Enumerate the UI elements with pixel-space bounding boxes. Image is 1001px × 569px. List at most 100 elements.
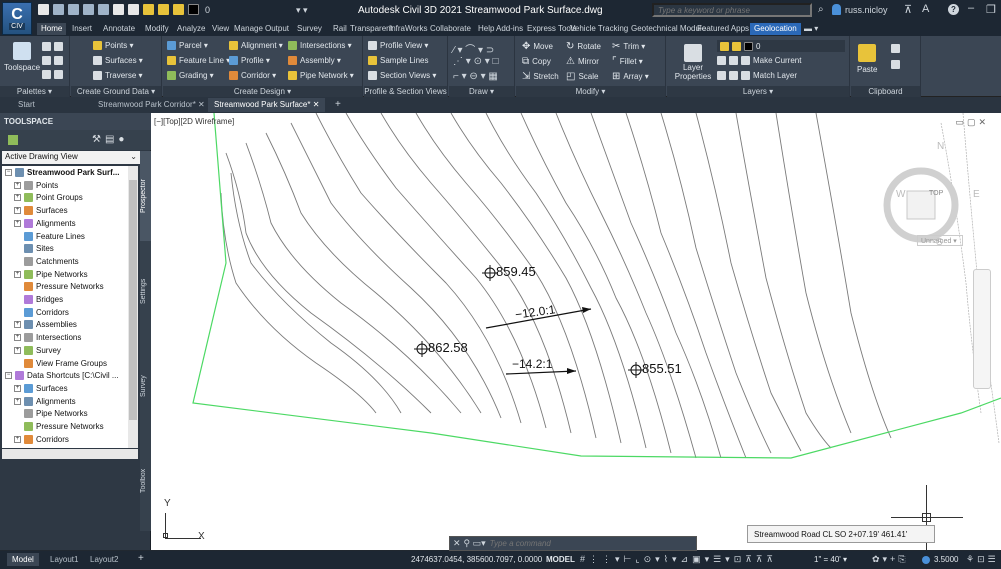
expand-icon[interactable]: + — [14, 270, 21, 278]
draw-group-label[interactable]: Draw ▾ — [449, 86, 514, 97]
viewcube[interactable] — [873, 141, 969, 251]
ribbon-tab-annotate[interactable]: Annotate — [103, 24, 136, 33]
paste-button[interactable]: Paste — [857, 44, 877, 74]
ribbon-tab-modify[interactable]: Modify — [145, 24, 169, 33]
ribbon-tab-add-ins[interactable]: Add-ins — [496, 24, 524, 33]
mirror-button[interactable]: ⚠ Mirror — [566, 56, 599, 67]
match-layer-button[interactable]: Match Layer — [717, 71, 797, 80]
collapse-icon[interactable]: − — [5, 372, 12, 380]
layer-dropdown[interactable]: 0 — [717, 40, 845, 52]
viewcube-north[interactable]: N — [937, 141, 945, 152]
intersections-button[interactable]: Intersections ▾ — [288, 41, 352, 50]
palettes-group-label[interactable]: Palettes ▾ — [0, 86, 69, 97]
command-input[interactable] — [489, 537, 696, 550]
layer-properties-button[interactable]: Layer Properties — [673, 44, 713, 81]
save-icon[interactable] — [68, 4, 79, 15]
array-button[interactable]: ⊞ Array ▾ — [612, 71, 649, 82]
ribbon-tab-geolocation[interactable]: Geolocation — [750, 23, 801, 35]
ribbon-tab-output[interactable]: Output — [265, 24, 290, 33]
viewcube-west[interactable]: W — [896, 189, 906, 200]
tree-item[interactable]: + Point Groups — [14, 193, 83, 203]
profile-button[interactable]: Profile ▾ — [229, 56, 270, 65]
close-tab-icon[interactable]: ✕ — [310, 100, 320, 109]
ribbon-tab-express-tools[interactable]: Express Tools — [527, 24, 577, 33]
save-as-icon[interactable] — [83, 4, 94, 15]
workspace-icons[interactable]: ✿▾+⎘ — [872, 554, 909, 564]
palettes-icon-1[interactable] — [42, 42, 63, 51]
copy-clip-icon[interactable] — [891, 60, 900, 69]
search-icon[interactable]: ⌕ — [818, 4, 824, 15]
user-name[interactable]: russ.nicloy — [845, 5, 888, 15]
tree-item[interactable]: Pipe Networks — [14, 409, 88, 419]
ground-data-group-label[interactable]: Create Ground Data ▾ — [71, 86, 161, 97]
annotation-scale[interactable]: 1" = 40' ▾ — [814, 555, 848, 564]
assembly-button[interactable]: Assembly ▾ — [288, 56, 341, 65]
sample-lines-button[interactable]: Sample Lines — [368, 56, 428, 65]
alignment-button[interactable]: Alignment ▾ — [229, 41, 283, 50]
ribbon-tab-rail[interactable]: Rail — [333, 24, 347, 33]
ribbon-tab-home[interactable]: Home — [37, 23, 67, 35]
ribbon-tab-manage[interactable]: Manage — [234, 24, 263, 33]
qat-layer-value[interactable]: 0 — [205, 4, 211, 15]
zoom-value[interactable]: 3.5000 — [934, 555, 959, 564]
polyline-icon[interactable]: ⋰ ▾ ⊙ ▾ □ — [453, 56, 499, 67]
tree-item[interactable]: + Intersections — [14, 333, 81, 343]
coordinate-readout[interactable]: 2474637.0454, 385600.7097, 0.0000 — [411, 555, 543, 564]
toolspace-title[interactable]: TOOLSPACE — [0, 113, 151, 130]
drafting-toggles[interactable]: #⋮⋮▾⊢⌞⊙▾⌇▾⊿▣▾☰▾⊡⊼⊼⊼ — [580, 554, 778, 564]
expand-icon[interactable]: + — [14, 397, 21, 405]
stretch-button[interactable]: ⇲ Stretch — [522, 71, 559, 82]
toolspace-tab-survey[interactable]: Survey — [140, 375, 147, 397]
undo-icon[interactable] — [113, 4, 124, 15]
light-bulb-icon[interactable] — [143, 4, 154, 15]
tree-item[interactable]: + Pipe Networks — [14, 269, 88, 279]
surfaces-button[interactable]: Surfaces ▾ — [93, 56, 143, 65]
toolspace-button[interactable]: Toolspace — [4, 42, 40, 72]
traverse-button[interactable]: Traverse ▾ — [93, 71, 143, 80]
document-tab[interactable]: Start — [12, 98, 41, 112]
add-layout-plus-icon[interactable]: + — [138, 553, 144, 564]
feature-line-button[interactable]: Feature Line ▾ — [167, 56, 230, 65]
make-current-button[interactable]: Make Current — [717, 56, 801, 65]
drawing-canvas[interactable]: [−][Top][2D Wireframe] ▭▢✕ 859.45 862.58… — [151, 113, 1001, 550]
hatch-icon[interactable]: ⌐ ▾ ⊖ ▾ ▦ — [453, 71, 498, 82]
tree-item[interactable]: + Surfaces — [14, 206, 68, 216]
expand-icon[interactable]: + — [14, 207, 21, 215]
ribbon-tab-insert[interactable]: Insert — [72, 24, 93, 33]
layer-color-swatch[interactable] — [188, 4, 199, 15]
sun-icon[interactable] — [158, 4, 169, 15]
expand-icon[interactable]: + — [14, 346, 21, 354]
status-bar-end-icons[interactable]: ⚘⊡☰ — [966, 554, 999, 564]
help-icon[interactable]: ? — [948, 4, 959, 15]
toolspace-tab-settings[interactable]: Settings — [140, 278, 147, 304]
tree-item[interactable]: Feature Lines — [14, 231, 85, 241]
section-views-button[interactable]: Section Views ▾ — [368, 71, 436, 80]
layout-tab-layout1[interactable]: Layout1 — [50, 555, 79, 564]
qat-layer-dropdown-icon[interactable]: ▾ ▾ — [296, 5, 308, 15]
toolspace-tab-toolbox[interactable]: Toolbox — [140, 468, 147, 494]
ribbon-minimize-icon[interactable]: ▬ ▾ — [804, 24, 819, 33]
expand-icon[interactable]: + — [14, 435, 21, 443]
expand-icon[interactable]: + — [14, 321, 21, 329]
toolspace-toolbar-icons[interactable]: ⚒▤● — [92, 134, 129, 145]
ribbon-tab-infraworks[interactable]: InfraWorks — [389, 24, 428, 33]
palettes-icon-2[interactable] — [42, 56, 63, 65]
expand-icon[interactable]: + — [14, 334, 21, 342]
viewcube-top-label[interactable]: TOP — [929, 190, 944, 197]
tree-item[interactable]: + Alignments — [14, 218, 76, 228]
tree-item[interactable]: Catchments — [14, 256, 79, 266]
tree-item[interactable]: + Surfaces — [14, 383, 68, 393]
expand-icon[interactable]: + — [14, 194, 21, 202]
lock-icon[interactable] — [173, 4, 184, 15]
profile-view-button[interactable]: Profile View ▾ — [368, 41, 428, 50]
document-tab[interactable]: Streamwood Park Surface* ✕ — [208, 98, 326, 112]
points-button[interactable]: Points ▾ — [93, 41, 133, 50]
new-tab-plus-icon[interactable]: + — [335, 99, 341, 110]
trim-button[interactable]: ✂ Trim ▾ — [612, 41, 645, 52]
document-tab[interactable]: Streamwood Park Corridor* ✕ — [92, 98, 211, 112]
plot-icon[interactable] — [98, 4, 109, 15]
restore-button[interactable]: ❐ — [986, 4, 996, 16]
tree-item[interactable]: Pressure Networks — [14, 422, 104, 431]
tree-item[interactable]: Sites — [14, 244, 54, 254]
close-tab-icon[interactable]: ✕ — [195, 100, 205, 109]
